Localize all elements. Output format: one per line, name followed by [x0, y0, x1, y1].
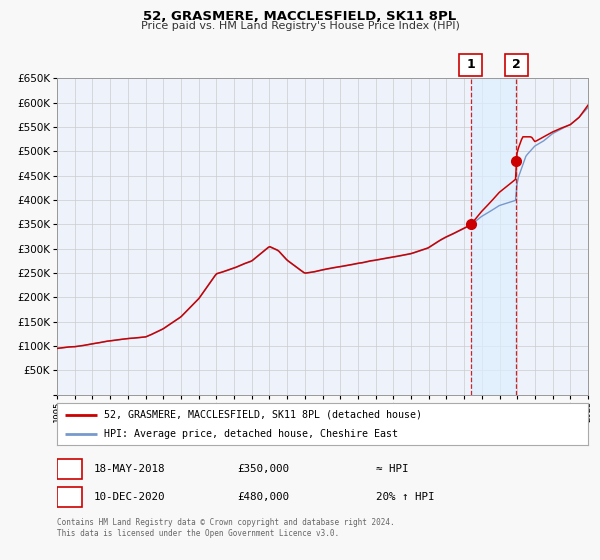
Text: Contains HM Land Registry data © Crown copyright and database right 2024.: Contains HM Land Registry data © Crown c… — [57, 518, 395, 527]
Text: HPI: Average price, detached house, Cheshire East: HPI: Average price, detached house, Ches… — [104, 430, 398, 439]
Text: £350,000: £350,000 — [238, 464, 290, 474]
Text: 20% ↑ HPI: 20% ↑ HPI — [376, 492, 434, 502]
Text: ≈ HPI: ≈ HPI — [376, 464, 408, 474]
Text: £480,000: £480,000 — [238, 492, 290, 502]
FancyBboxPatch shape — [57, 459, 82, 479]
Text: 52, GRASMERE, MACCLESFIELD, SK11 8PL (detached house): 52, GRASMERE, MACCLESFIELD, SK11 8PL (de… — [104, 410, 422, 420]
Text: 52, GRASMERE, MACCLESFIELD, SK11 8PL: 52, GRASMERE, MACCLESFIELD, SK11 8PL — [143, 10, 457, 23]
Text: 1: 1 — [65, 463, 74, 475]
FancyBboxPatch shape — [57, 487, 82, 507]
Text: This data is licensed under the Open Government Licence v3.0.: This data is licensed under the Open Gov… — [57, 529, 339, 538]
Text: 2: 2 — [512, 58, 521, 72]
Text: Price paid vs. HM Land Registry's House Price Index (HPI): Price paid vs. HM Land Registry's House … — [140, 21, 460, 31]
Text: 2: 2 — [65, 491, 74, 503]
Bar — [470, 78, 516, 395]
Text: 1: 1 — [466, 58, 475, 72]
Text: 10-DEC-2020: 10-DEC-2020 — [94, 492, 166, 502]
Text: 18-MAY-2018: 18-MAY-2018 — [94, 464, 166, 474]
